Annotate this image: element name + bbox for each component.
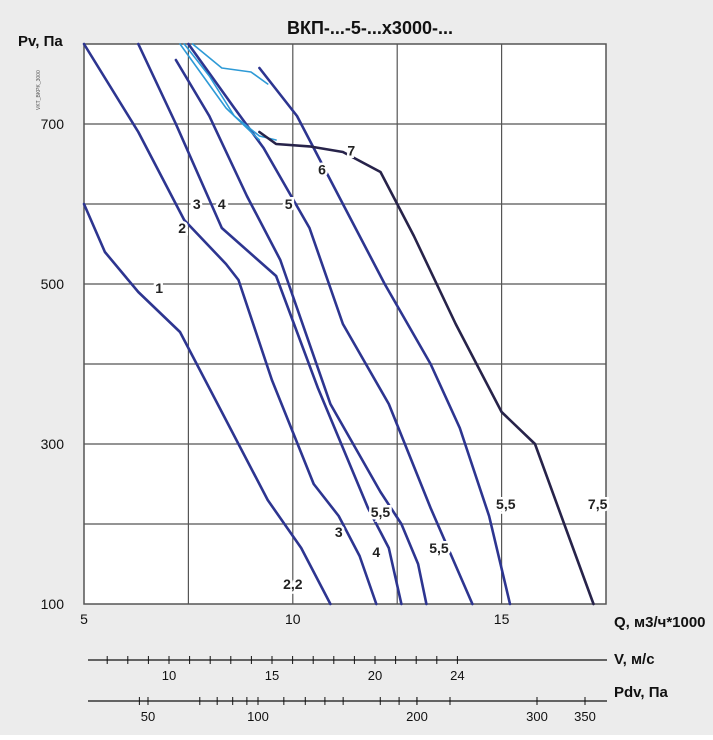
grid (84, 44, 606, 604)
curve-label: 5,5 (371, 504, 391, 520)
y-tick-label: 500 (41, 276, 65, 292)
curve-line (191, 43, 269, 85)
curve-label: 1 (155, 280, 163, 296)
curve-label: 3 (335, 524, 343, 540)
y-tick-label: 100 (41, 596, 65, 612)
curve-line (258, 130, 595, 606)
pressure-tick-label: 50 (141, 709, 155, 724)
curve-label: 4 (372, 544, 380, 560)
curve-line (179, 43, 261, 141)
curve-label: 5,5 (429, 540, 449, 556)
curve-line (82, 42, 378, 606)
x-axis-label: Q, м3/ч*1000 (614, 614, 706, 631)
chart-title: ВКП-...-5-...х3000-... (287, 18, 453, 38)
x-tick-label: 15 (494, 611, 510, 627)
pressure-tick-label: 100 (247, 709, 269, 724)
pressure-tick-label: 300 (526, 709, 548, 724)
velocity-tick-label: 15 (265, 668, 279, 683)
curve-label: 6 (318, 162, 326, 178)
curve-line (187, 42, 474, 606)
x-tick-label: 5 (80, 611, 88, 627)
curve-label: 7 (347, 142, 355, 158)
curve-label: 2 (178, 220, 186, 236)
y-tick-label: 700 (41, 116, 65, 132)
x-tick-label: 10 (285, 611, 301, 627)
pressure-axis-label: Pdv, Па (614, 684, 669, 701)
curve-label: 5 (285, 196, 293, 212)
curves (82, 42, 595, 606)
secondary-axes: 10 15 20 24 V, м/с 50 100 200 300 350 Pdv, Па (88, 651, 669, 724)
pressure-tick-label: 200 (406, 709, 428, 724)
plot-area (83, 43, 607, 605)
curve-line (137, 42, 403, 606)
pressure-tick-label: 350 (574, 709, 596, 724)
curve-line (258, 66, 512, 606)
y-tick-label: 300 (41, 436, 65, 452)
curve-label: 4 (218, 196, 226, 212)
velocity-tick-label: 20 (368, 668, 382, 683)
curve-label: 3 (193, 196, 201, 212)
curve-label: 2,2 (283, 576, 303, 592)
y-axis-label: Pv, Па (18, 33, 63, 50)
curve-line (82, 202, 332, 606)
curve-line (174, 58, 428, 606)
velocity-axis-label: V, м/с (614, 651, 655, 668)
velocity-tick-label: 10 (162, 668, 176, 683)
watermark-text: VKT_BKPK_3000 (36, 70, 42, 110)
velocity-tick-label: 24 (450, 668, 464, 683)
curve-label: 5,5 (496, 496, 516, 512)
curve-label: 7,5 (588, 496, 608, 512)
